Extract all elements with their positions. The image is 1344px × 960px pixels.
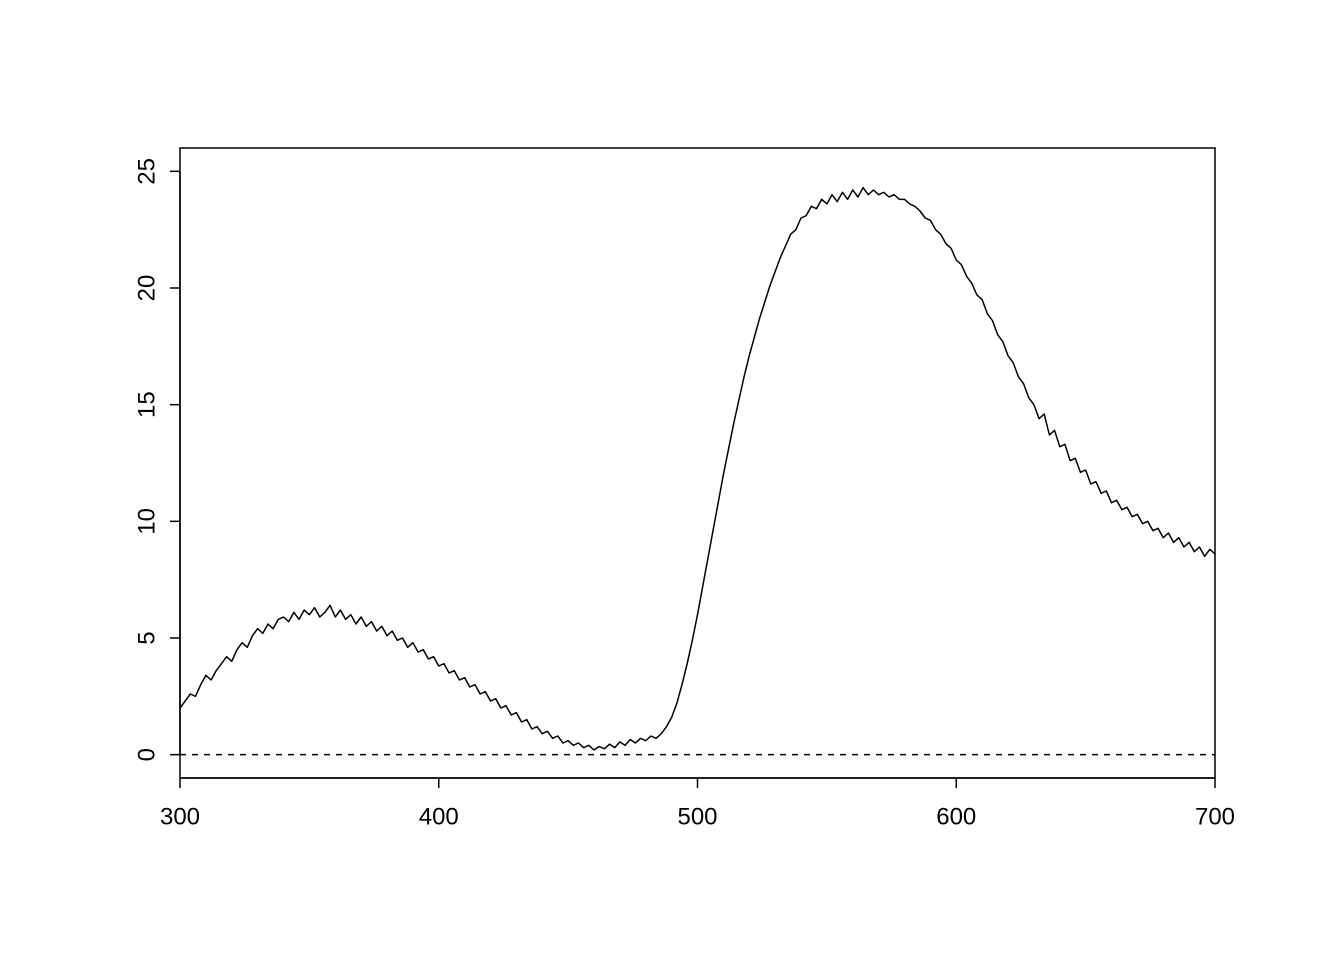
chart-svg: 300 400 500 600 700 0 5 10 15 20 25 [0,0,1344,960]
x-tick-label: 400 [419,803,459,830]
y-tick-label: 10 [133,508,160,535]
y-tick-label: 5 [133,631,160,644]
x-tick-label: 600 [936,803,976,830]
x-tick-label: 500 [677,803,717,830]
line-chart: 300 400 500 600 700 0 5 10 15 20 25 [0,0,1344,960]
x-tick-label: 700 [1195,803,1235,830]
y-tick-label: 0 [133,748,160,761]
y-tick-label: 20 [133,275,160,302]
y-tick-label: 25 [133,158,160,185]
y-tick-label: 15 [133,391,160,418]
x-tick-label: 300 [160,803,200,830]
